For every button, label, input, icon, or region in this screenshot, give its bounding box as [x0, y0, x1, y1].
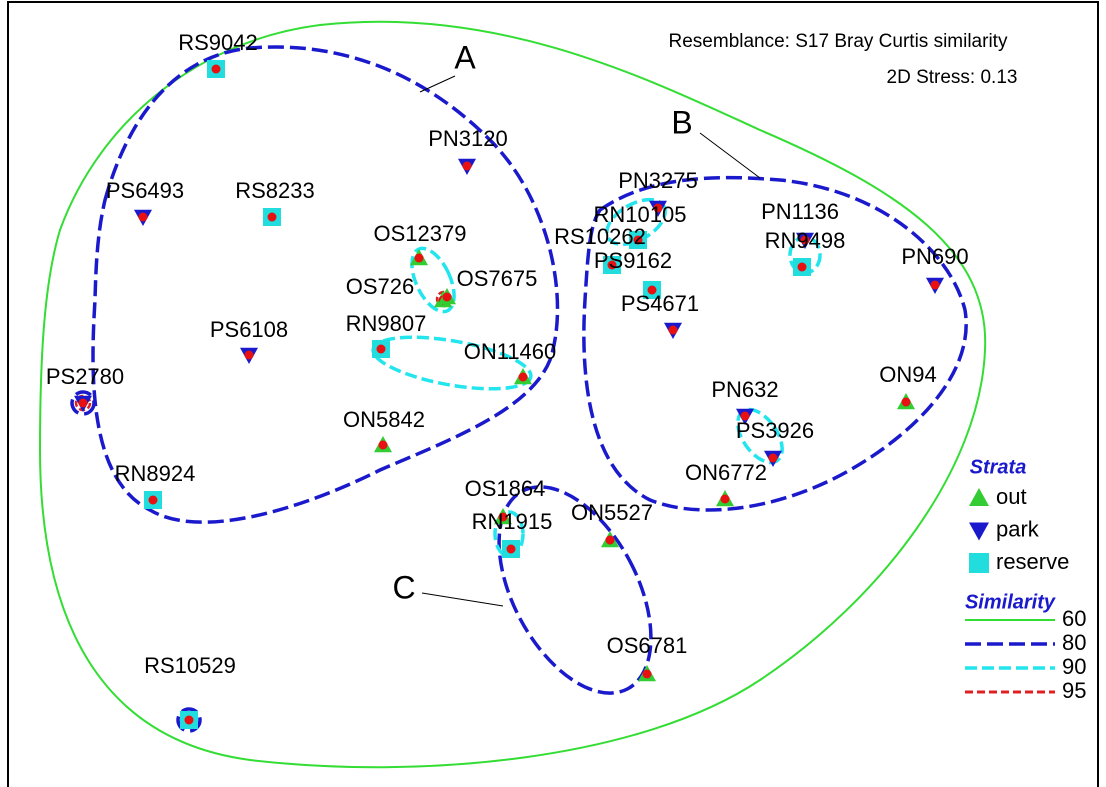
legend-label: 80	[1062, 630, 1086, 655]
contour-single	[70, 390, 96, 416]
point-label: PN3120	[428, 126, 508, 151]
point-center	[211, 64, 221, 74]
contours-95	[74, 290, 453, 729]
point-label: PS4671	[621, 291, 699, 316]
point-label: PN632	[711, 377, 778, 402]
point-center	[633, 235, 643, 245]
point-label: PS9162	[594, 248, 672, 273]
point-label: ON11460	[464, 339, 557, 364]
point-center	[647, 285, 657, 295]
group-label: B	[671, 104, 692, 140]
point-label: RS9042	[178, 30, 258, 55]
legend-label: out	[996, 484, 1027, 509]
stress-note: 2D Stress: 0.13	[887, 67, 1018, 88]
point-center	[442, 292, 452, 302]
point-center	[498, 512, 508, 522]
point-center	[462, 161, 472, 171]
point-center	[78, 398, 88, 408]
group-label: C	[392, 569, 415, 605]
point-center	[184, 715, 194, 725]
point-center	[800, 235, 810, 245]
symbol-reserve	[969, 553, 989, 573]
leader-line	[421, 592, 504, 607]
contour-c	[497, 485, 653, 695]
point-label: OS1864	[465, 476, 546, 501]
point-label: RN9498	[765, 228, 846, 253]
point-label: OS6781	[607, 633, 688, 658]
legend-label: park	[996, 516, 1040, 541]
point-label: OS726	[346, 274, 415, 299]
point-center	[642, 669, 652, 679]
frame	[7, 1, 1099, 787]
point-center	[740, 411, 750, 421]
contour-b	[582, 175, 968, 512]
point-label: OS12379	[374, 221, 467, 246]
point-center	[768, 453, 778, 463]
point-label: ON94	[879, 362, 936, 387]
point-label: RS8233	[235, 178, 315, 203]
point-center	[797, 262, 807, 272]
symbol-park	[969, 522, 989, 541]
legend-title: Similarity	[965, 591, 1056, 613]
point-center	[605, 535, 615, 545]
contour-single	[176, 707, 202, 733]
point-label: ON5527	[571, 500, 653, 525]
point-label: PS6493	[106, 178, 184, 203]
point-label: ON5842	[343, 407, 425, 432]
point-center	[506, 544, 516, 554]
point-center	[414, 253, 424, 263]
point-center	[148, 495, 158, 505]
point-center	[376, 344, 386, 354]
point-label: PN1136	[761, 199, 839, 224]
point-label: PS2780	[46, 364, 124, 389]
contour-a	[91, 45, 560, 524]
legend-label: reserve	[996, 549, 1069, 574]
point-label: PN690	[901, 244, 968, 269]
contours-80	[70, 45, 968, 733]
resemblance-note: Resemblance: S17 Bray Curtis similarity	[669, 31, 1008, 52]
legend-label: 60	[1062, 606, 1086, 631]
leader-line	[699, 132, 761, 179]
point-label: RS10262	[554, 224, 646, 249]
group-label: A	[454, 39, 476, 75]
point-label: RN1915	[472, 509, 553, 534]
legend-label: 95	[1062, 678, 1086, 703]
point-center	[668, 325, 678, 335]
leader-line	[419, 75, 456, 93]
point-center	[518, 372, 528, 382]
contour-90	[410, 246, 456, 314]
point-center	[720, 494, 730, 504]
point-center	[138, 212, 148, 222]
point-label: OS7675	[457, 266, 538, 291]
point-label: RN10105	[594, 202, 687, 227]
point-center	[930, 280, 940, 290]
contour-60	[38, 20, 987, 769]
point-label: PN3275	[618, 168, 698, 193]
point-center	[244, 350, 254, 360]
symbol-out	[969, 488, 989, 506]
legend-label: 90	[1062, 654, 1086, 679]
points	[74, 60, 944, 729]
point-center	[267, 212, 277, 222]
point-center	[653, 203, 663, 213]
point-label: RN8924	[115, 461, 196, 486]
legend-title: Strata	[970, 456, 1027, 478]
point-center	[607, 260, 617, 270]
point-label: RS10529	[144, 653, 236, 678]
point-label: RN9807	[346, 311, 427, 336]
point-label: PS6108	[210, 317, 288, 342]
point-center	[901, 397, 911, 407]
point-center	[378, 440, 388, 450]
point-label: ON6772	[685, 460, 767, 485]
point-label: PS3926	[736, 418, 814, 443]
